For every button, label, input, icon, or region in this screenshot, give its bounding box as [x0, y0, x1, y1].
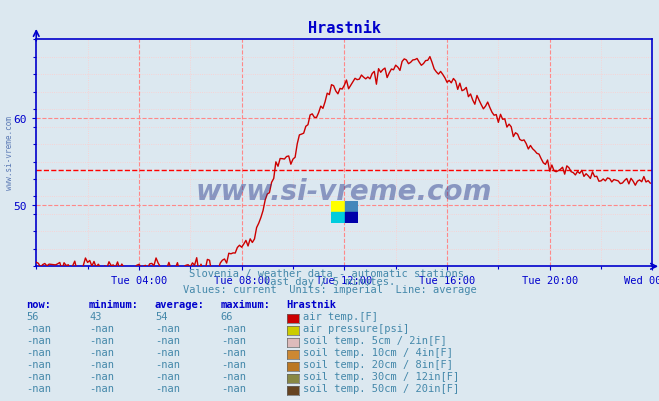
Text: -nan: -nan — [221, 383, 246, 393]
Text: last day / 5 minutes.: last day / 5 minutes. — [264, 277, 395, 287]
Bar — [331, 212, 345, 223]
Bar — [345, 201, 358, 212]
Bar — [331, 201, 345, 212]
Text: -nan: -nan — [155, 383, 180, 393]
Title: Hrastnik: Hrastnik — [308, 21, 381, 36]
Text: -nan: -nan — [155, 335, 180, 345]
Text: -nan: -nan — [89, 335, 114, 345]
Text: -nan: -nan — [26, 335, 51, 345]
Text: -nan: -nan — [89, 383, 114, 393]
Text: 43: 43 — [89, 311, 101, 321]
Text: 54: 54 — [155, 311, 167, 321]
Text: average:: average: — [155, 299, 205, 309]
Text: 56: 56 — [26, 311, 39, 321]
Text: -nan: -nan — [221, 371, 246, 381]
Text: soil temp. 50cm / 20in[F]: soil temp. 50cm / 20in[F] — [303, 383, 459, 393]
Text: -nan: -nan — [26, 359, 51, 369]
Text: Values: current  Units: imperial  Line: average: Values: current Units: imperial Line: av… — [183, 285, 476, 295]
Text: -nan: -nan — [89, 371, 114, 381]
Text: minimum:: minimum: — [89, 299, 139, 309]
Text: maximum:: maximum: — [221, 299, 271, 309]
Text: -nan: -nan — [221, 359, 246, 369]
Text: soil temp. 10cm / 4in[F]: soil temp. 10cm / 4in[F] — [303, 347, 453, 357]
Text: -nan: -nan — [221, 335, 246, 345]
Text: -nan: -nan — [155, 347, 180, 357]
Text: 66: 66 — [221, 311, 233, 321]
Text: Slovenia / weather data - automatic stations.: Slovenia / weather data - automatic stat… — [189, 269, 470, 279]
Text: -nan: -nan — [26, 371, 51, 381]
Text: now:: now: — [26, 299, 51, 309]
Text: www.si-vreme.com: www.si-vreme.com — [5, 115, 14, 189]
Bar — [345, 212, 358, 223]
Text: -nan: -nan — [26, 323, 51, 333]
Text: -nan: -nan — [89, 359, 114, 369]
Text: soil temp. 20cm / 8in[F]: soil temp. 20cm / 8in[F] — [303, 359, 453, 369]
Text: -nan: -nan — [155, 371, 180, 381]
Text: soil temp. 30cm / 12in[F]: soil temp. 30cm / 12in[F] — [303, 371, 459, 381]
Text: air pressure[psi]: air pressure[psi] — [303, 323, 409, 333]
Text: -nan: -nan — [26, 383, 51, 393]
Text: -nan: -nan — [26, 347, 51, 357]
Text: soil temp. 5cm / 2in[F]: soil temp. 5cm / 2in[F] — [303, 335, 447, 345]
Text: Hrastnik: Hrastnik — [287, 299, 337, 309]
Text: -nan: -nan — [89, 323, 114, 333]
Text: -nan: -nan — [221, 347, 246, 357]
Text: www.si-vreme.com: www.si-vreme.com — [196, 178, 492, 206]
Text: -nan: -nan — [155, 359, 180, 369]
Text: -nan: -nan — [221, 323, 246, 333]
Text: air temp.[F]: air temp.[F] — [303, 311, 378, 321]
Text: -nan: -nan — [89, 347, 114, 357]
Text: -nan: -nan — [155, 323, 180, 333]
